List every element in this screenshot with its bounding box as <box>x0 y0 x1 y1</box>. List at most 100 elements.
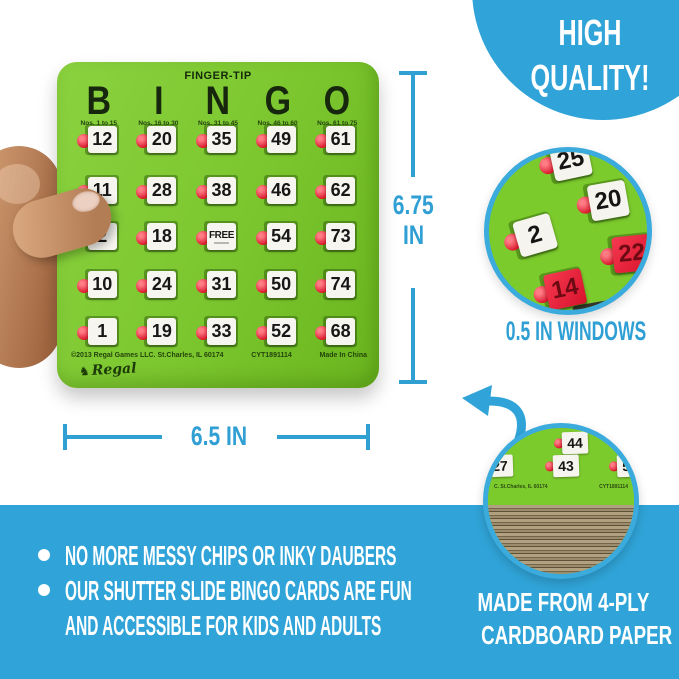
detail-shutter-tab: 22 <box>598 231 647 276</box>
detail-bingo-number: 14 <box>542 267 588 310</box>
shutter-window: 46 <box>255 175 301 206</box>
shutter-knob-icon <box>255 134 270 148</box>
shutter-window: 35 <box>195 124 241 155</box>
bingo-number: 18 <box>151 226 172 246</box>
shutter-window: 68 <box>314 316 360 347</box>
bingo-cell: 38 <box>188 175 248 206</box>
cardboard-detail-tab: 27 <box>488 454 514 478</box>
bingo-cell: 18 <box>129 221 189 252</box>
bingo-number: 61 <box>330 129 351 149</box>
shutter-window: 61 <box>314 124 360 155</box>
shutter-window: 20 <box>135 124 181 155</box>
shutter-tab: 50 <box>266 271 296 298</box>
bingo-number: 38 <box>211 180 232 200</box>
cardboard-fineprint-left: C. St.Charles, IL 60174 <box>494 484 548 490</box>
shutter-window: 12 <box>76 124 122 155</box>
shutter-knob-icon <box>315 134 330 148</box>
shutter-tab: 20 <box>147 126 177 153</box>
bingo-number: 24 <box>151 274 172 294</box>
bingo-number: 12 <box>92 129 113 149</box>
bingo-cell: 28 <box>129 175 189 206</box>
cardboard-detail-circle: C. St.Charles, IL 60174 CYT1891114 44 27 4… <box>483 423 639 579</box>
bingo-cell: 33 <box>188 316 248 347</box>
detail-shutter-tab: 25 <box>536 152 594 185</box>
h-measure-line-right <box>277 435 368 439</box>
cardboard-bingo-number: 27 <box>488 454 514 478</box>
shutter-knob-icon <box>315 185 330 199</box>
shutter-window: 31 <box>195 269 241 300</box>
shutter-window: 33 <box>195 316 241 347</box>
bingo-cell: 49 <box>248 124 308 155</box>
shutter-tab: 54 <box>266 223 296 250</box>
bingo-cell: 46 <box>248 175 308 206</box>
shutter-tab: 31 <box>206 271 236 298</box>
height-measurement-label: 6.75 IN <box>378 190 448 250</box>
shutter-knob-icon <box>255 231 270 245</box>
bingo-cell: 73 <box>307 221 367 252</box>
bingo-number: 10 <box>92 274 113 294</box>
bingo-number: 35 <box>211 129 232 149</box>
shutter-knob-icon <box>136 185 151 199</box>
goat-mascot-icon: ♞ <box>78 363 91 379</box>
bullet-icon <box>38 549 50 561</box>
bingo-cell: 74 <box>307 269 367 300</box>
cardboard-bingo-number: 57 <box>616 454 634 478</box>
bingo-cell: 61 <box>307 124 367 155</box>
bingo-cell: 31 <box>188 269 248 300</box>
fineprint-copyright: ©2013 Regal Games LLC. St.Charles, IL 60… <box>71 352 224 359</box>
shutter-tab: 28 <box>147 177 177 204</box>
shutter-knob-icon <box>315 326 330 340</box>
bingo-cell: 24 <box>129 269 189 300</box>
bingo-number: 62 <box>330 180 351 200</box>
shutter-tab: 73 <box>326 223 356 250</box>
bingo-cell: 68 <box>307 316 367 347</box>
cardboard-detail-cardtop: C. St.Charles, IL 60174 CYT1891114 44 27 4… <box>488 428 634 505</box>
shutter-tab: 74 <box>326 271 356 298</box>
shutter-knob-icon <box>76 134 91 148</box>
shutter-window: 49 <box>255 124 301 155</box>
bingo-cell: 62 <box>307 175 367 206</box>
shutter-knob-icon <box>76 279 91 293</box>
width-value: 6.5 IN <box>190 421 248 451</box>
bingo-number: 46 <box>271 180 292 200</box>
shutter-window: FREE <box>195 221 241 252</box>
shutter-window: 28 <box>135 175 181 206</box>
shutter-window: 18 <box>135 221 181 252</box>
column-ranges-row: Nos. 1 to 15 Nos. 16 to 30 Nos. 31 to 45 No… <box>69 120 367 127</box>
bingo-number: 28 <box>151 180 172 200</box>
shutter-knob-icon <box>136 279 151 293</box>
bingo-number: 68 <box>330 321 351 341</box>
cardboard-caption: MADE FROM 4-PLY CARDBOARD PAPER <box>444 586 679 652</box>
bingo-row: 12 20 35 49 61 <box>69 124 367 155</box>
free-space-label: FREE <box>208 229 235 241</box>
shutter-tab: 38 <box>206 177 236 204</box>
bingo-cell: 35 <box>188 124 248 155</box>
shutter-window: 19 <box>135 316 181 347</box>
shutter-tab: 52 <box>266 318 296 345</box>
thumb-nail <box>69 188 103 216</box>
v-measure-line-lower <box>411 288 415 382</box>
fineprint-code: CYT1891114 <box>251 352 292 359</box>
shutter-window: 24 <box>135 269 181 300</box>
shutter-tab: 62 <box>326 177 356 204</box>
height-value: 6.75 <box>392 190 434 220</box>
bingo-cell: 19 <box>129 316 189 347</box>
cardboard-detail-tab: 44 <box>553 431 589 455</box>
shutter-knob-icon <box>315 231 330 245</box>
bingo-number: 50 <box>271 274 292 294</box>
bingo-cell: FREE <box>188 221 248 252</box>
bingo-letter-O: O <box>323 79 351 123</box>
shutter-tab: 19 <box>147 318 177 345</box>
windows-detail-circle: 25 20 2 22 14 <box>484 147 652 315</box>
cardboard-caption-line1: MADE FROM 4-PLY <box>477 587 650 617</box>
bingo-cell: 1 <box>69 316 129 347</box>
windows-detail-content: 25 20 2 22 14 <box>489 152 647 310</box>
cardboard-bingo-number: 43 <box>552 454 580 478</box>
detail-bingo-number: 20 <box>586 179 631 222</box>
regal-logo-text: Regal <box>91 360 137 379</box>
shutter-tab: 12 <box>87 126 117 153</box>
